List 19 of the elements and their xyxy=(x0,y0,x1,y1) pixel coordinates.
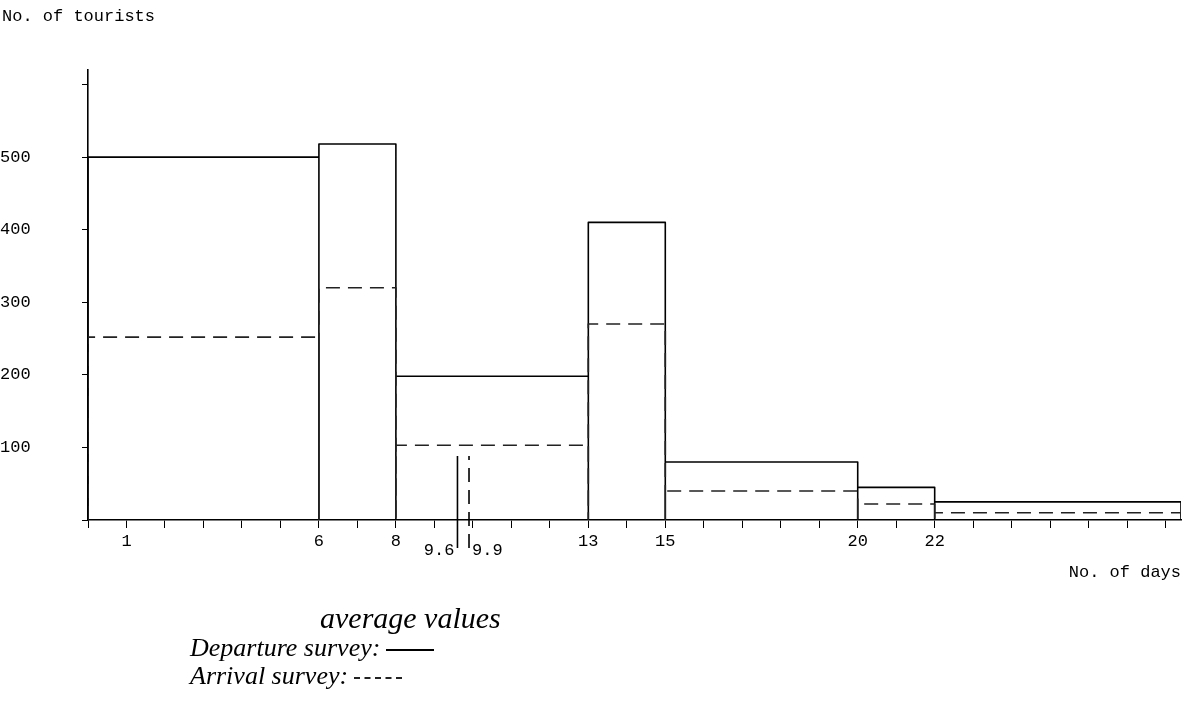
x-tick-label: 20 xyxy=(847,531,868,551)
y-tick-label: 300 xyxy=(0,292,31,312)
x-tick-label: 6 xyxy=(313,531,325,551)
y-tick-label: 100 xyxy=(0,437,31,457)
legend-title: average values xyxy=(319,601,501,634)
x-tick-label: 1 xyxy=(121,531,132,551)
x-axis-title: No. of days xyxy=(1068,563,1181,582)
legend-label: Arrival survey: xyxy=(190,661,349,690)
ref-line-label: 9.9 xyxy=(472,541,503,560)
legend-label: Departure survey: xyxy=(190,633,381,662)
y-axis-title: No. of tourists xyxy=(2,7,156,26)
y-tick-label: 400 xyxy=(0,220,31,240)
y-tick-label: 500 xyxy=(0,147,31,167)
x-tick-label: 8 xyxy=(390,531,401,551)
x-tick-label: 13 xyxy=(578,531,599,551)
y-tick-label: 200 xyxy=(0,365,31,385)
x-tick-label: 22 xyxy=(924,531,945,551)
ref-line-label: 9.6 xyxy=(423,541,455,560)
x-tick-label: 15 xyxy=(655,531,676,551)
